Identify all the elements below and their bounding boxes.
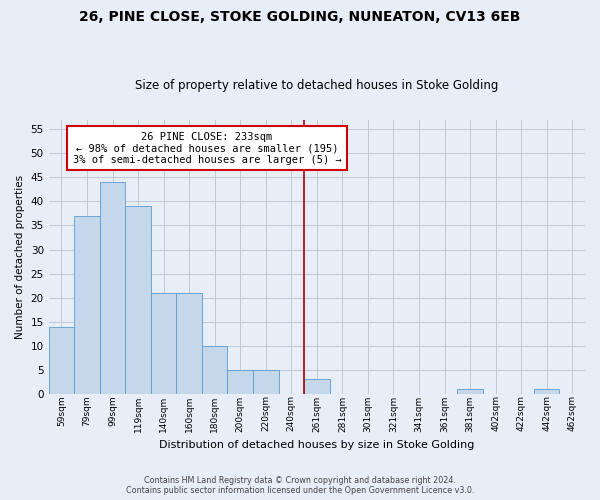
Bar	[202, 346, 227, 394]
Bar	[176, 293, 202, 394]
Bar	[457, 389, 483, 394]
Bar	[151, 293, 176, 394]
Bar	[74, 216, 100, 394]
Bar	[253, 370, 278, 394]
Bar	[125, 206, 151, 394]
X-axis label: Distribution of detached houses by size in Stoke Golding: Distribution of detached houses by size …	[159, 440, 475, 450]
Bar	[534, 389, 559, 394]
Bar	[49, 326, 74, 394]
Bar	[227, 370, 253, 394]
Bar	[100, 182, 125, 394]
Text: 26 PINE CLOSE: 233sqm
← 98% of detached houses are smaller (195)
3% of semi-deta: 26 PINE CLOSE: 233sqm ← 98% of detached …	[73, 132, 341, 165]
Title: Size of property relative to detached houses in Stoke Golding: Size of property relative to detached ho…	[135, 79, 499, 92]
Bar	[304, 380, 329, 394]
Text: 26, PINE CLOSE, STOKE GOLDING, NUNEATON, CV13 6EB: 26, PINE CLOSE, STOKE GOLDING, NUNEATON,…	[79, 10, 521, 24]
Y-axis label: Number of detached properties: Number of detached properties	[15, 174, 25, 339]
Text: Contains HM Land Registry data © Crown copyright and database right 2024.
Contai: Contains HM Land Registry data © Crown c…	[126, 476, 474, 495]
